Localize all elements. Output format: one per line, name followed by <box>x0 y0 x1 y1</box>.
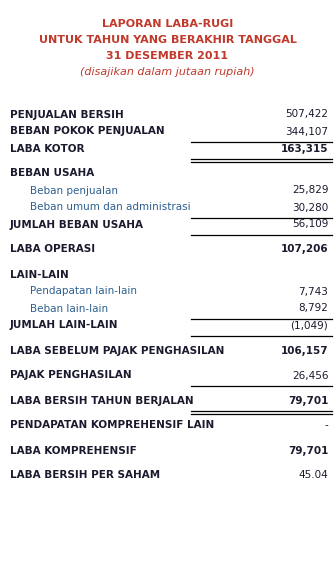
Text: 106,157: 106,157 <box>281 346 328 355</box>
Text: Beban penjualan: Beban penjualan <box>30 185 118 195</box>
Text: BEBAN USAHA: BEBAN USAHA <box>10 168 94 179</box>
Text: UNTUK TAHUN YANG BERAKHIR TANGGAL: UNTUK TAHUN YANG BERAKHIR TANGGAL <box>39 35 296 45</box>
Text: BEBAN POKOK PENJUALAN: BEBAN POKOK PENJUALAN <box>10 127 165 137</box>
Text: LABA KOTOR: LABA KOTOR <box>10 144 84 154</box>
Text: 8,792: 8,792 <box>298 303 328 314</box>
Text: Beban lain-lain: Beban lain-lain <box>30 303 108 314</box>
Text: 7,743: 7,743 <box>298 286 328 297</box>
Text: (1,049): (1,049) <box>290 320 328 331</box>
Text: PAJAK PENGHASILAN: PAJAK PENGHASILAN <box>10 371 132 380</box>
Text: 31 DESEMBER 2011: 31 DESEMBER 2011 <box>107 51 228 61</box>
Text: LABA SEBELUM PAJAK PENGHASILAN: LABA SEBELUM PAJAK PENGHASILAN <box>10 346 224 355</box>
Text: 163,315: 163,315 <box>281 144 328 154</box>
Text: 344,107: 344,107 <box>285 127 328 137</box>
Text: 79,701: 79,701 <box>288 445 328 455</box>
Text: LABA BERSIH TAHUN BERJALAN: LABA BERSIH TAHUN BERJALAN <box>10 396 194 406</box>
Text: LABA BERSIH PER SAHAM: LABA BERSIH PER SAHAM <box>10 471 160 480</box>
Text: LABA KOMPREHENSIF: LABA KOMPREHENSIF <box>10 445 137 455</box>
Text: LAIN-LAIN: LAIN-LAIN <box>10 270 69 280</box>
Text: Beban umum dan administrasi: Beban umum dan administrasi <box>30 202 191 212</box>
Text: JUMLAH LAIN-LAIN: JUMLAH LAIN-LAIN <box>10 320 119 331</box>
Text: 25,829: 25,829 <box>292 185 328 195</box>
Text: JUMLAH BEBAN USAHA: JUMLAH BEBAN USAHA <box>10 219 144 229</box>
Text: 30,280: 30,280 <box>292 202 328 212</box>
Text: 507,422: 507,422 <box>285 110 328 120</box>
Text: PENJUALAN BERSIH: PENJUALAN BERSIH <box>10 110 124 120</box>
Text: 107,206: 107,206 <box>281 245 328 254</box>
Text: LABA OPERASI: LABA OPERASI <box>10 245 95 254</box>
Text: LAPORAN LABA-RUGI: LAPORAN LABA-RUGI <box>102 19 233 29</box>
Text: Pendapatan lain-lain: Pendapatan lain-lain <box>30 286 137 297</box>
Text: 45.04: 45.04 <box>298 471 328 480</box>
Text: 79,701: 79,701 <box>288 396 328 406</box>
Text: PENDAPATAN KOMPREHENSIF LAIN: PENDAPATAN KOMPREHENSIF LAIN <box>10 420 214 431</box>
Text: (disajikan dalam jutaan rupiah): (disajikan dalam jutaan rupiah) <box>80 67 255 77</box>
Text: 56,109: 56,109 <box>292 219 328 229</box>
Text: 26,456: 26,456 <box>292 371 328 380</box>
Text: -: - <box>325 420 328 431</box>
